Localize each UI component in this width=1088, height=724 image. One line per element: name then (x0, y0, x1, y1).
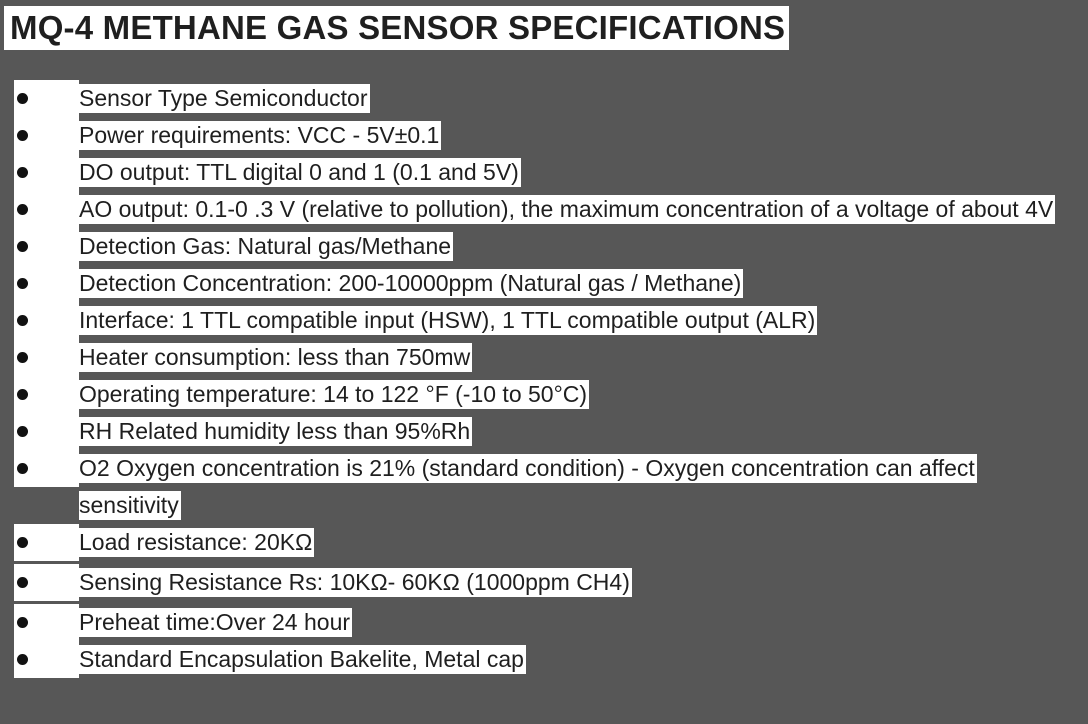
bullet-icon (14, 302, 79, 339)
bullet-icon (14, 191, 79, 228)
list-item: Sensor Type Semiconductor (14, 80, 1074, 117)
list-item-text: Sensor Type Semiconductor (79, 84, 370, 113)
title-container: MQ-4 METHANE GAS SENSOR SPECIFICATIONS (4, 6, 790, 50)
list-item: RH Related humidity less than 95%Rh (14, 413, 1074, 450)
list-item: AO output: 0.1-0 .3 V (relative to pollu… (14, 191, 1074, 228)
list-item-text: AO output: 0.1-0 .3 V (relative to pollu… (79, 195, 1056, 224)
list-item-text: DO output: TTL digital 0 and 1 (0.1 and … (79, 158, 521, 187)
bullet-icon (14, 450, 79, 487)
bullet-icon (14, 564, 79, 601)
list-item: Detection Gas: Natural gas/Methane (14, 228, 1074, 265)
bullet-icon (14, 641, 79, 678)
list-item-text: O2 Oxygen concentration is 21% (standard… (79, 454, 977, 520)
bullet-icon (14, 376, 79, 413)
spec-list: Sensor Type Semiconductor Power requirem… (14, 80, 1074, 678)
bullet-icon (14, 413, 79, 450)
bullet-icon (14, 524, 79, 561)
list-item: Detection Concentration: 200-10000ppm (N… (14, 265, 1074, 302)
list-item-text: Operating temperature: 14 to 122 °F (-10… (79, 380, 590, 409)
list-item: Preheat time:Over 24 hour (14, 604, 1074, 641)
bullet-icon (14, 117, 79, 154)
list-item: O2 Oxygen concentration is 21% (standard… (14, 450, 1074, 524)
bullet-icon (14, 339, 79, 376)
list-item-text: Preheat time:Over 24 hour (79, 608, 353, 637)
list-item-text: Standard Encapsulation Bakelite, Metal c… (79, 645, 526, 674)
list-item-text: RH Related humidity less than 95%Rh (79, 417, 473, 446)
bullet-icon (14, 228, 79, 265)
list-item: Standard Encapsulation Bakelite, Metal c… (14, 641, 1074, 678)
list-item: DO output: TTL digital 0 and 1 (0.1 and … (14, 154, 1074, 191)
bullet-icon (14, 154, 79, 191)
list-item: Heater consumption: less than 750mw (14, 339, 1074, 376)
list-item-text: Interface: 1 TTL compatible input (HSW),… (79, 306, 818, 335)
list-item-text: Detection Concentration: 200-10000ppm (N… (79, 269, 744, 298)
list-item: Load resistance: 20KΩ (14, 524, 1074, 561)
list-item: Sensing Resistance Rs: 10KΩ- 60KΩ (1000p… (14, 564, 1074, 601)
list-item-text: Sensing Resistance Rs: 10KΩ- 60KΩ (1000p… (79, 568, 632, 597)
list-item-text: Heater consumption: less than 750mw (79, 343, 473, 372)
list-item-text: Detection Gas: Natural gas/Methane (79, 232, 454, 261)
list-item: Operating temperature: 14 to 122 °F (-10… (14, 376, 1074, 413)
bullet-icon (14, 265, 79, 302)
bullet-icon (14, 80, 79, 117)
list-item-text: Load resistance: 20KΩ (79, 528, 315, 557)
list-item: Interface: 1 TTL compatible input (HSW),… (14, 302, 1074, 339)
list-item: Power requirements: VCC - 5V±0.1 (14, 117, 1074, 154)
bullet-icon (14, 604, 79, 641)
page-title: MQ-4 METHANE GAS SENSOR SPECIFICATIONS (4, 6, 790, 50)
list-item-text: Power requirements: VCC - 5V±0.1 (79, 121, 442, 150)
